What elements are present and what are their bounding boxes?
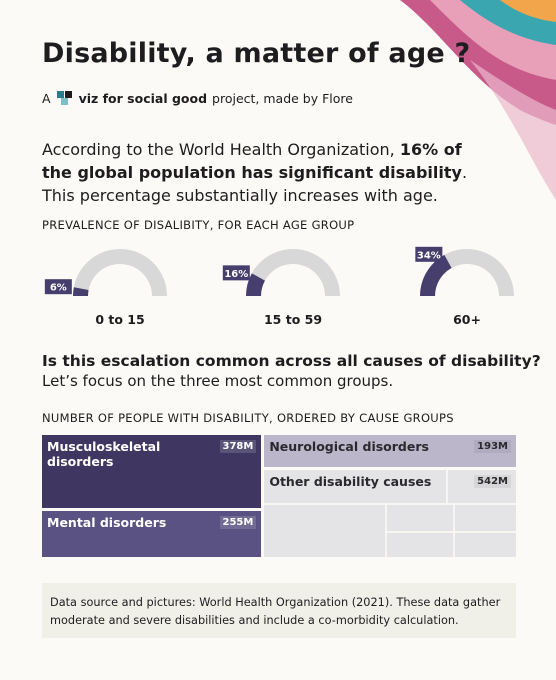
category-label: 15 to 59 xyxy=(264,312,322,327)
treemap-cell: Musculoskeletal disorders 378M xyxy=(42,435,262,508)
treemap-label: Neurological disorders xyxy=(269,439,429,454)
treemap-subdivision xyxy=(385,530,516,533)
treemap-value: 378M xyxy=(219,440,257,453)
byline: A viz for social good project, made by F… xyxy=(42,90,353,106)
logo xyxy=(56,91,72,105)
treemap-subdivision xyxy=(445,470,448,504)
gauge-track xyxy=(246,249,340,296)
subquestion: Let’s focus on the three most common gro… xyxy=(42,372,394,390)
category-label: 60+ xyxy=(453,312,481,327)
byline-suffix: project, made by Flore xyxy=(212,90,353,106)
value-label-box xyxy=(415,246,443,262)
treemap-cell: Neurological disorders 193M xyxy=(264,435,516,468)
intro-text: . This percentage substantially increase… xyxy=(42,163,468,205)
treemap-label: Musculoskeletal disorders xyxy=(47,439,161,469)
treemap-value: 542M xyxy=(474,475,511,489)
value-label-text: 34% xyxy=(417,250,441,261)
value-label-text: 6% xyxy=(50,283,67,294)
treemap-value: 193M xyxy=(474,440,511,453)
decor-swoosh xyxy=(500,0,556,22)
treemap-label: Mental disorders xyxy=(47,514,167,530)
value-label-box xyxy=(44,279,72,295)
treemap-subdivision xyxy=(385,503,388,557)
gauge-title: PREVALENCE OF DISALIBITY, FOR EACH AGE G… xyxy=(42,218,355,232)
intro-highlight: 16% of the global population has signifi… xyxy=(42,140,462,182)
intro: According to the World Health Organizati… xyxy=(42,138,482,207)
gauge-fill xyxy=(420,254,452,296)
footnote: Data source and pictures: World Health O… xyxy=(42,583,516,638)
value-label: 16% xyxy=(222,265,250,281)
category-label: 0 to 15 xyxy=(95,312,144,327)
value-label: 6% xyxy=(44,279,72,295)
title: Disability, a matter of age ? xyxy=(42,38,471,69)
value-label-text: 16% xyxy=(224,269,248,280)
question: Is this escalation common across all cau… xyxy=(42,352,541,370)
intro-text: According to the World Health Organizati… xyxy=(42,140,400,159)
treemap-cell: Other disability causes 542M xyxy=(264,470,516,557)
value-label-box xyxy=(222,265,250,281)
decor-swoosh xyxy=(470,60,556,200)
treemap-title: NUMBER OF PEOPLE WITH DISABILITY, ORDERE… xyxy=(42,411,454,425)
treemap-subdivision xyxy=(264,503,516,506)
value-label: 34% xyxy=(415,246,443,262)
treemap-cell: Mental disorders 255M xyxy=(42,510,262,557)
gauge-fill xyxy=(73,287,89,296)
treemap-subdivision xyxy=(453,503,456,557)
gauge-track xyxy=(73,249,167,296)
byline-brand: viz for social good xyxy=(78,90,208,106)
treemap-value: 255M xyxy=(219,515,257,529)
treemap-label: Other disability causes xyxy=(269,474,432,490)
byline-prefix: A xyxy=(42,90,51,106)
gauge-fill xyxy=(246,273,265,296)
